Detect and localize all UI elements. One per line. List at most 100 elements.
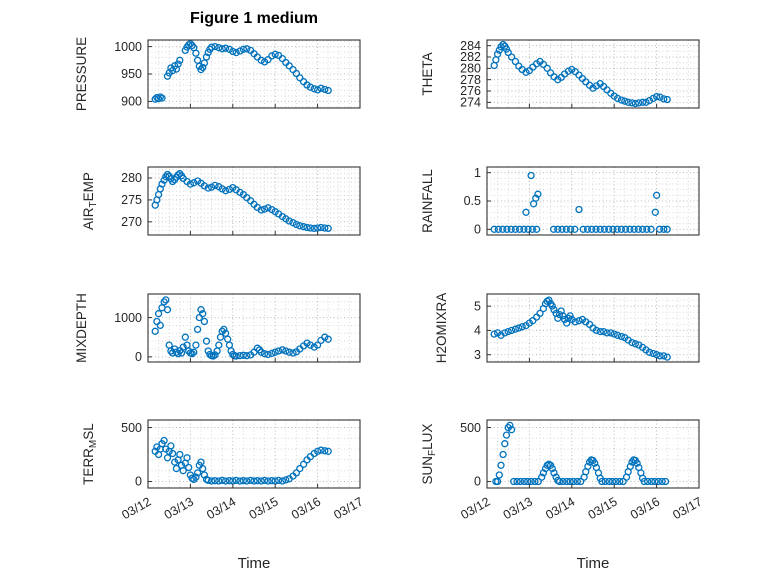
data-point [239,45,248,53]
data-point [321,447,329,455]
data-point [630,225,638,233]
data-point [192,473,200,481]
x-tick-label: 03/15 [247,494,281,522]
data-point [264,477,272,485]
data-point [652,191,661,199]
subplot-sun_flux: 0 500 SUNFLUX 03/12 03/13 03/14 03/15 03/16 03/1… [420,419,705,572]
data-point [555,477,564,486]
data-point [229,350,237,359]
data-point [268,52,276,60]
data-point [515,225,524,233]
data-point [306,224,315,232]
data-point [647,477,656,486]
data-point [317,446,325,454]
data-point [192,341,200,349]
data-point [174,171,182,179]
data-point [204,476,212,485]
data-point [197,458,205,466]
data-point [274,476,283,485]
data-point [645,96,654,105]
data-point [513,477,521,486]
data-point [631,99,640,108]
data-point [640,477,648,486]
data-point [310,224,318,233]
data-point [193,469,202,477]
data-point [186,180,195,188]
data-point [536,309,544,318]
data-point [538,473,546,481]
data-point [573,477,581,486]
data-point [257,206,265,214]
data-points [151,169,332,233]
data-point [260,205,269,213]
data-point [271,50,279,58]
data-point [543,64,551,72]
data-point [188,350,196,358]
data-point [532,313,541,321]
data-point [613,331,622,339]
y-tick-label: 284 [460,39,481,53]
x-tick-label: 03/13 [162,494,196,522]
data-point [635,99,643,107]
data-point [612,477,620,486]
data-point [518,323,526,331]
data-point [199,310,207,318]
data-point [591,459,599,467]
data-point [529,317,537,325]
data-point [179,467,187,475]
data-point [156,185,164,193]
data-point [215,341,223,349]
data-point [292,220,301,229]
data-point [520,477,528,486]
data-point [660,352,668,360]
data-point [628,338,636,347]
data-point [575,317,583,325]
data-point [504,48,512,57]
data-point [575,205,583,214]
data-point [202,337,211,345]
y-tick-label: 0 [474,475,481,489]
data-point [324,86,332,95]
data-point [506,421,514,430]
data-point [313,447,322,455]
y-tick-label: 274 [460,96,481,110]
data-point [550,306,558,314]
data-point [299,460,308,468]
data-point [218,45,226,53]
data-point [562,225,570,233]
y-tick-label: 1000 [114,40,142,54]
data-point [660,95,668,103]
data-points [151,40,332,103]
data-point [566,312,574,320]
data-point [645,348,654,356]
data-point [548,302,556,310]
data-point [563,319,571,327]
data-point [522,208,530,216]
data-point [153,317,161,326]
data-point [296,74,304,82]
y-axis-label: AIRTEMP [81,172,99,230]
data-point [278,477,287,485]
data-point [656,352,664,360]
data-point [600,225,609,233]
data-point [215,44,223,52]
data-point [504,327,512,336]
x-tick-label: 03/14 [543,494,577,522]
data-point [243,45,251,53]
data-point [232,476,240,485]
data-point [621,225,630,233]
data-point [168,449,177,458]
data-point [499,40,507,49]
y-tick-label: 270 [121,215,142,229]
data-point [499,225,507,233]
data-point [211,351,219,359]
y-tick-label: 500 [121,421,142,435]
data-point [633,459,641,467]
x-tick-label: 03/16 [628,494,662,522]
data-point [643,225,651,233]
data-point [303,223,311,232]
y-tick-label: 1 [474,166,481,180]
data-point [260,350,269,358]
data-point [190,348,198,356]
